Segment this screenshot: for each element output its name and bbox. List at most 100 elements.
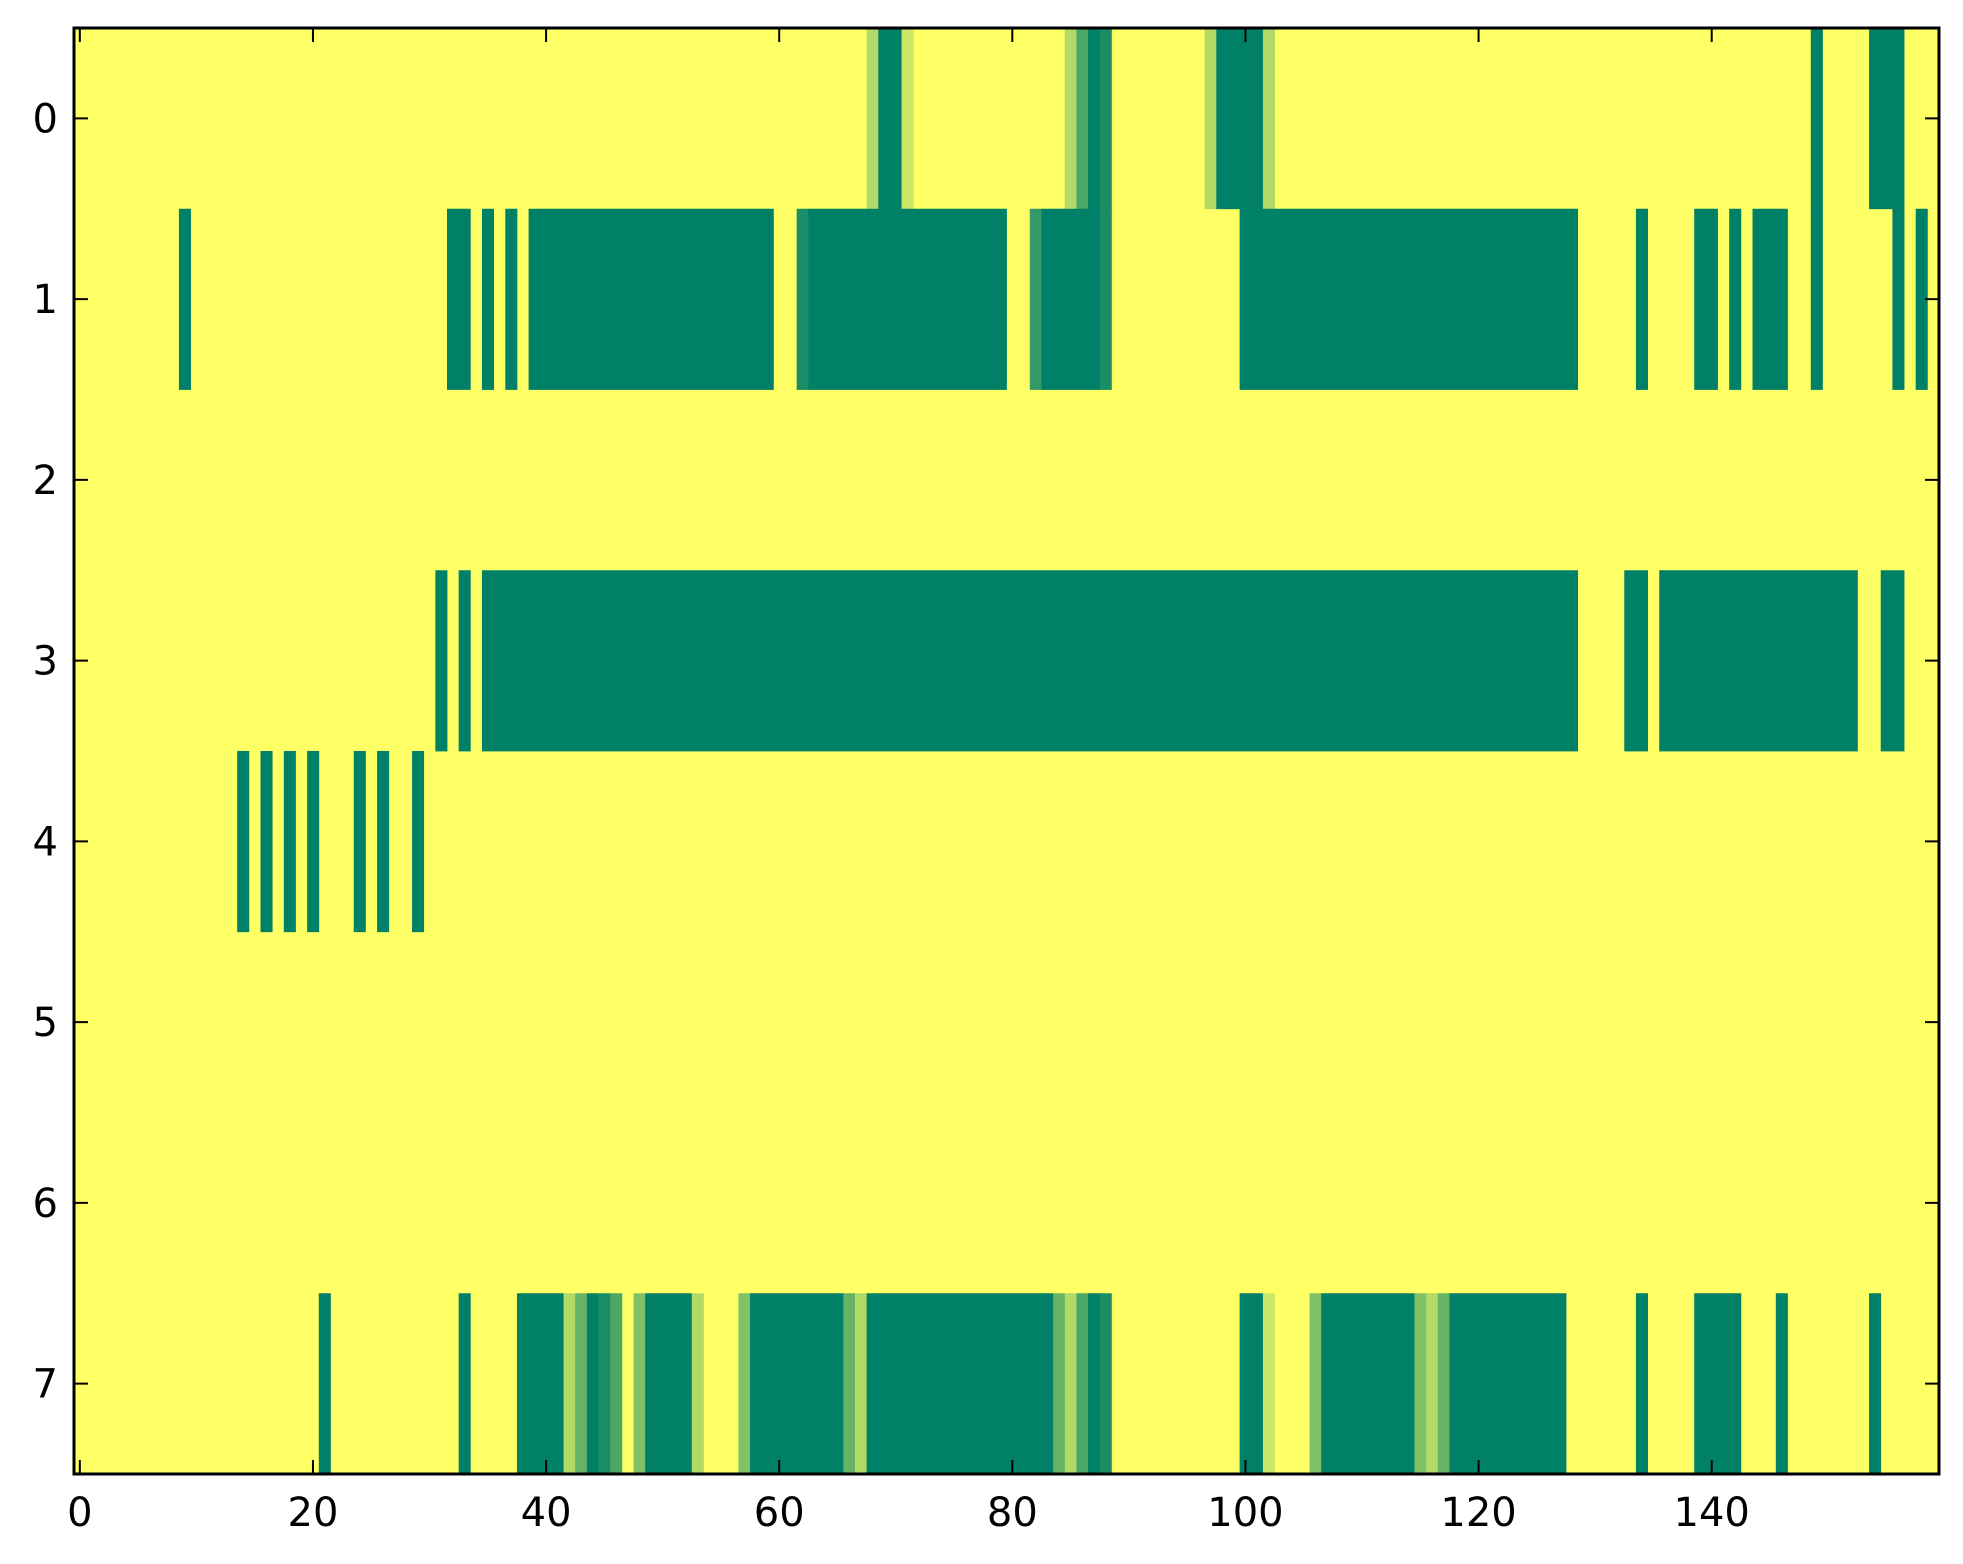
heatmap-cell — [528, 208, 774, 390]
heatmap-cell — [481, 208, 495, 390]
heatmap-cell — [237, 751, 250, 933]
heatmap-cell — [901, 28, 914, 210]
x-tick-label: 100 — [1207, 1490, 1283, 1536]
x-tick-label: 120 — [1440, 1490, 1516, 1536]
heatmap-cell — [1729, 208, 1742, 390]
x-tick-label: 0 — [67, 1490, 92, 1536]
y-tick-label: 2 — [33, 458, 58, 504]
y-tick-label: 0 — [33, 96, 58, 142]
heatmap-cell — [1659, 570, 1858, 752]
heatmap-cell — [1437, 1293, 1450, 1475]
heatmap-cell — [1099, 208, 1112, 390]
heatmap-row-background — [74, 389, 1939, 571]
heatmap-cell — [1915, 208, 1928, 390]
heatmap-cell — [808, 208, 1007, 390]
y-axis-tick-labels: 0 1 2 3 4 5 6 7 — [33, 96, 58, 1407]
heatmap-cell — [1635, 1293, 1648, 1475]
heatmap-cell — [1262, 1293, 1275, 1475]
y-tick-label: 1 — [33, 277, 58, 323]
heatmap-cell — [866, 28, 879, 210]
heatmap-cell — [1810, 208, 1823, 390]
heatmap-cell — [796, 208, 809, 390]
heatmap-cell — [1239, 1293, 1264, 1475]
heatmap-cell — [1088, 1293, 1101, 1475]
heatmap-cell — [878, 1293, 1054, 1475]
heatmap-cell — [1635, 208, 1648, 390]
heatmap-cell — [516, 1293, 564, 1475]
heatmap-cell — [1892, 208, 1905, 390]
heatmap-cell — [1752, 208, 1788, 390]
heatmap-cell — [575, 1293, 588, 1475]
heatmap-cell — [866, 1293, 879, 1475]
heatmap-cell — [1204, 28, 1217, 210]
heatmap-cell — [610, 1293, 623, 1475]
heatmap-cell — [1426, 1293, 1439, 1475]
heatmap-cell — [738, 1293, 751, 1475]
x-axis-tick-labels: 0 20 40 60 80 100 120 140 — [67, 1490, 1750, 1536]
heatmap-cell — [377, 751, 390, 933]
heatmap-cell — [353, 751, 366, 933]
heatmap-cell — [633, 1293, 646, 1475]
heatmap-cell — [586, 1293, 599, 1475]
heatmap-cell — [260, 751, 273, 933]
heatmap-cell — [1694, 208, 1718, 390]
heatmap-cell — [283, 751, 296, 933]
heatmap-row-background — [74, 1112, 1939, 1294]
heatmap-cell — [1449, 1293, 1567, 1475]
heatmap-cell — [505, 208, 518, 390]
heatmap-cell — [1076, 1293, 1089, 1475]
plot-frame — [72, 26, 1941, 1476]
heatmap-row-background — [74, 28, 1939, 210]
heatmap-cell — [843, 1293, 856, 1475]
x-tick-label: 80 — [987, 1490, 1038, 1536]
y-tick-label: 3 — [33, 639, 58, 685]
heatmap-cell — [447, 208, 471, 390]
heatmap-cell — [691, 1293, 704, 1475]
heatmap-cell — [307, 751, 320, 933]
heatmap-cell — [1624, 570, 1648, 752]
heatmap-cell — [1216, 28, 1264, 210]
heatmap-cell — [1810, 28, 1823, 210]
heatmap-cell — [412, 751, 425, 933]
heatmap-cell — [1869, 1293, 1882, 1475]
heatmap-cell — [1076, 28, 1089, 210]
heatmap-cell — [1064, 28, 1077, 210]
heatmap-cell — [318, 1293, 331, 1475]
y-tick-label: 5 — [33, 1000, 58, 1046]
heatmap-cell — [1064, 1293, 1077, 1475]
heatmap-cell — [1869, 28, 1905, 210]
axis-ticks — [74, 28, 1939, 1474]
heatmap-cell — [1309, 1293, 1322, 1475]
heatmap-cell — [1775, 1293, 1788, 1475]
heatmap-cell — [1053, 1293, 1066, 1475]
heatmap-cell — [458, 570, 471, 752]
heatmap-cells — [74, 28, 1939, 1475]
heatmap-cell — [1880, 570, 1905, 752]
heatmap-cell — [645, 1293, 693, 1475]
heatmap-cell — [458, 1293, 471, 1475]
x-tick-label: 140 — [1674, 1490, 1750, 1536]
y-tick-label: 6 — [33, 1181, 58, 1227]
heatmap-cell — [1321, 1293, 1415, 1475]
heatmap-cell — [1414, 1293, 1427, 1475]
x-tick-label: 20 — [288, 1490, 339, 1536]
x-tick-label: 60 — [754, 1490, 805, 1536]
y-tick-label: 7 — [33, 1362, 58, 1408]
heatmap-cell — [1099, 1293, 1112, 1475]
heatmap-cell — [854, 1293, 868, 1475]
heatmap-cell — [1239, 208, 1579, 390]
heatmap-cell — [563, 1293, 576, 1475]
heatmap-cell — [178, 208, 191, 390]
heatmap-cell — [750, 1293, 844, 1475]
heatmap-cell — [1088, 28, 1101, 210]
heatmap-cell — [1099, 28, 1112, 210]
heatmap-cell — [1041, 208, 1101, 390]
heatmap-cell — [1694, 1293, 1742, 1475]
heatmap-cell — [435, 570, 448, 752]
x-tick-label: 40 — [521, 1490, 572, 1536]
heatmap-row-background — [74, 931, 1939, 1113]
heatmap-cell — [481, 570, 1579, 752]
heatmap-cell — [1262, 28, 1275, 210]
heatmap-cell — [598, 1293, 611, 1475]
heatmap-cell — [878, 28, 902, 210]
